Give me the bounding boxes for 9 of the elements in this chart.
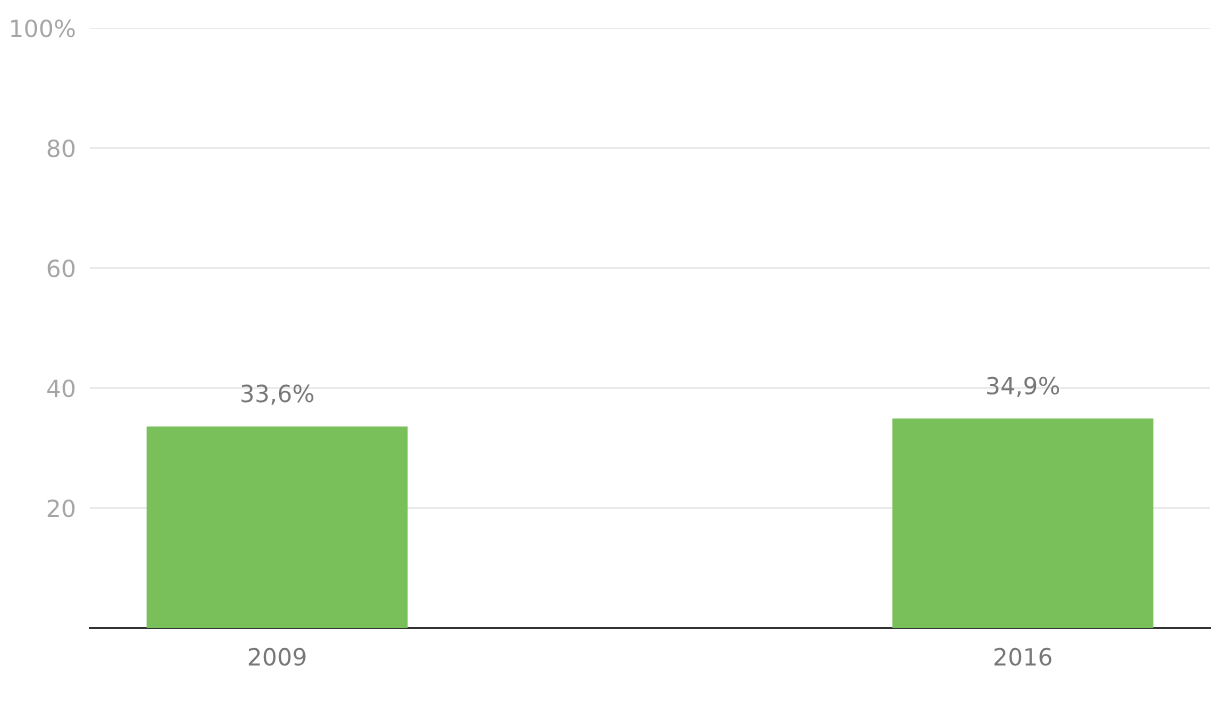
y-tick-label: 40 — [47, 379, 75, 398]
data-label: 34,9% — [987, 376, 1060, 397]
x-tick-label: 2016 — [994, 647, 1052, 666]
y-tick-label: 20 — [47, 499, 75, 518]
y-tick-label: 80 — [47, 139, 75, 158]
y-tick-label: 60 — [47, 259, 75, 278]
y-tick-label: 100% — [11, 19, 75, 38]
x-tick-label: 2009 — [248, 647, 306, 666]
data-label: 33,6% — [241, 384, 314, 405]
